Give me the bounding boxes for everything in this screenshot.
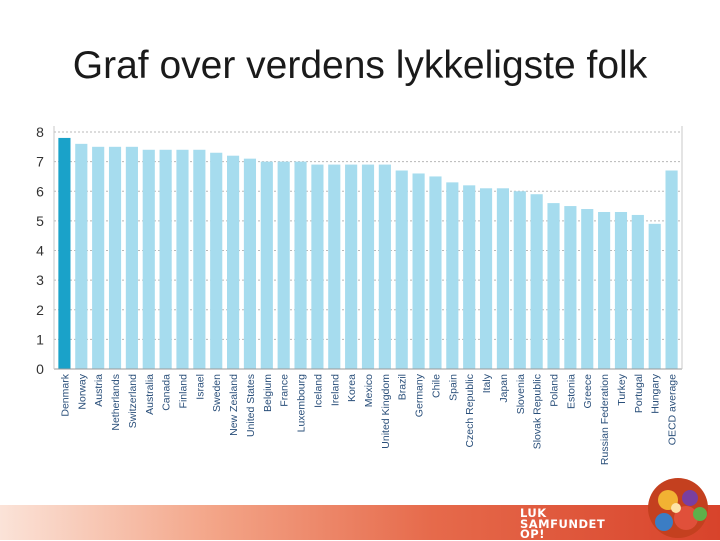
bar-korea xyxy=(345,164,358,369)
x-tick-label: Norway xyxy=(76,373,88,409)
y-tick-label: 4 xyxy=(36,243,44,259)
bar-poland xyxy=(547,203,560,369)
bar-united-states xyxy=(243,158,257,369)
happiness-bar-chart: 0 1 2 3 4 5 6 7 8 Denmark Norway Austria Netherland… xyxy=(36,124,683,465)
bars xyxy=(58,137,678,369)
x-tick-label: Korea xyxy=(346,374,358,402)
y-tick-label: 1 xyxy=(36,331,44,347)
x-tick-label: New Zealand xyxy=(228,374,240,436)
bar-france xyxy=(277,161,290,369)
x-tick-label: United States xyxy=(245,374,257,437)
bar-hungary xyxy=(648,223,661,369)
logo-line-1: LUK xyxy=(520,506,547,520)
bar-norway xyxy=(75,143,88,369)
bar-sweden xyxy=(210,152,223,369)
bar-israel xyxy=(193,149,206,369)
x-tick-label: Slovenia xyxy=(515,374,527,414)
x-tick-label: Denmark xyxy=(59,373,71,416)
logo-text: LUK SAMFUNDET OP! xyxy=(520,508,605,540)
bar-mexico xyxy=(361,164,375,369)
bar-russian-federation xyxy=(598,211,611,369)
bar-slovenia xyxy=(513,191,526,369)
bar-denmark xyxy=(58,137,71,369)
x-tick-label: Canada xyxy=(161,374,173,411)
bar-spain xyxy=(446,182,459,369)
bar-switzerland xyxy=(125,146,138,369)
x-tick-label: Belgium xyxy=(262,374,274,412)
x-axis-labels: Denmark Norway Austria Netherlands Switzerla… xyxy=(59,373,678,465)
slide-title: Graf over verdens lykkeligste folk xyxy=(72,44,648,87)
x-tick-label: Australia xyxy=(144,374,156,415)
x-tick-label: United Kingdom xyxy=(380,374,392,449)
luk-samfundet-op-logo: LUK SAMFUNDET OP! xyxy=(508,478,720,540)
y-tick-label: 8 xyxy=(36,124,44,140)
x-tick-label: Israel xyxy=(194,374,206,400)
x-tick-label: Germany xyxy=(414,373,426,417)
bar-new-zealand xyxy=(227,155,240,369)
bar-italy xyxy=(479,188,493,369)
bar-australia xyxy=(142,149,155,369)
bar-slovak-republic xyxy=(530,194,543,369)
x-tick-label: Spain xyxy=(447,374,459,401)
bar-portugal xyxy=(631,214,644,369)
logo-line-3: OP! xyxy=(520,527,545,541)
bar-czech-republic xyxy=(463,185,476,369)
bar-ireland xyxy=(328,164,341,369)
logo-illustration xyxy=(648,478,708,538)
bar-japan xyxy=(496,188,509,369)
y-axis-ticks: 0 1 2 3 4 5 6 7 8 xyxy=(36,124,44,377)
x-tick-label: Chile xyxy=(430,374,442,398)
bar-greece xyxy=(581,209,594,369)
y-tick-label: 2 xyxy=(36,302,44,318)
bar-luxembourg xyxy=(294,161,307,369)
x-tick-label: Czech Republic xyxy=(464,374,476,448)
x-tick-label: Iceland xyxy=(312,374,324,408)
bar-united-kingdom xyxy=(378,164,391,369)
bar-belgium xyxy=(260,161,273,369)
x-tick-label: Finland xyxy=(177,374,189,409)
bar-netherlands xyxy=(108,146,122,369)
x-tick-label: Poland xyxy=(549,374,561,407)
y-tick-label: 7 xyxy=(36,154,44,170)
x-tick-label: Italy xyxy=(481,373,493,393)
x-tick-label: Mexico xyxy=(363,374,375,407)
x-tick-label: Greece xyxy=(582,374,594,409)
bar-estonia xyxy=(564,206,577,369)
y-tick-label: 3 xyxy=(36,272,44,288)
x-tick-label: Russian Federation xyxy=(599,374,611,465)
bar-chile xyxy=(429,176,442,369)
x-tick-label: Estonia xyxy=(565,374,577,409)
bar-canada xyxy=(159,149,172,369)
bar-austria xyxy=(92,146,105,369)
x-tick-label: France xyxy=(279,374,291,407)
x-tick-label: Turkey xyxy=(616,373,628,405)
y-tick-label: 0 xyxy=(36,361,44,377)
x-tick-label: Japan xyxy=(498,374,510,403)
bar-iceland xyxy=(311,164,324,369)
bar-oecd-average xyxy=(665,170,678,369)
y-tick-label: 6 xyxy=(36,183,44,199)
x-tick-label: OECD average xyxy=(667,374,679,445)
footer-gradient-bar xyxy=(0,505,720,540)
x-tick-label: Slovak Republic xyxy=(532,374,544,449)
x-tick-label: Austria xyxy=(93,374,105,407)
x-tick-label: Ireland xyxy=(329,374,341,406)
x-tick-label: Luxembourg xyxy=(296,374,308,433)
x-tick-label: Switzerland xyxy=(127,374,139,428)
y-tick-label: 5 xyxy=(36,213,44,229)
logo-line-2: SAMFUNDET xyxy=(520,516,606,531)
x-tick-label: Brazil xyxy=(397,374,409,400)
chart-frame xyxy=(53,126,683,370)
x-tick-label: Netherlands xyxy=(110,374,122,431)
bar-turkey xyxy=(614,211,628,369)
x-tick-label: Sweden xyxy=(211,374,223,412)
bar-germany xyxy=(412,173,425,369)
bar-finland xyxy=(176,149,189,369)
x-tick-label: Portugal xyxy=(633,374,645,413)
bar-brazil xyxy=(395,170,408,369)
x-tick-label: Hungary xyxy=(650,373,662,413)
